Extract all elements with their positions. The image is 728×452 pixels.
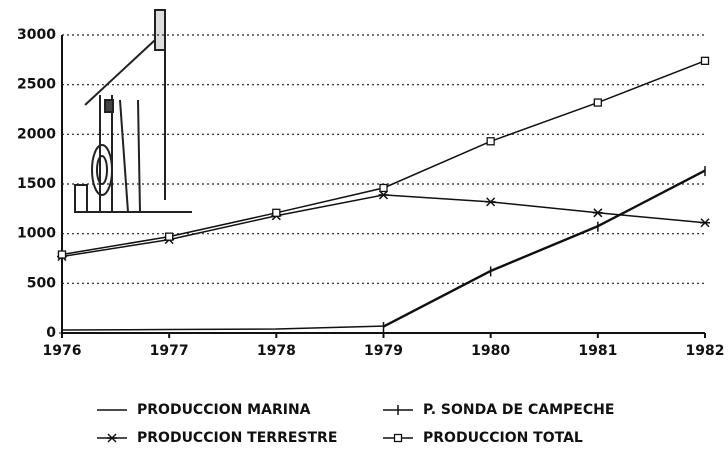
marker	[380, 184, 387, 191]
oil-pump-illustration	[75, 10, 192, 212]
y-tick-label: 1500	[17, 176, 56, 192]
x-tick-label: 1980	[471, 343, 510, 359]
x-tick-label: 1979	[364, 343, 403, 359]
y-tick-label: 0	[46, 325, 56, 341]
marker	[166, 233, 173, 240]
y-tick-label: 500	[27, 275, 56, 291]
x-tick-label: 1982	[686, 343, 725, 359]
marker	[702, 57, 709, 64]
marker	[487, 138, 494, 145]
x-tick-label: 1978	[257, 343, 296, 359]
legend-label: P. SONDA DE CAMPECHE	[423, 402, 614, 418]
marker	[379, 191, 389, 199]
y-tick-label: 1000	[17, 226, 56, 242]
x-tick-label: 1976	[43, 343, 82, 359]
y-tick-label: 2000	[17, 126, 56, 142]
marker	[59, 251, 66, 258]
series-line	[62, 195, 705, 257]
y-tick-label: 3000	[17, 27, 56, 43]
marker	[700, 219, 710, 227]
y-tick-label: 2500	[17, 77, 56, 93]
legend-label: PRODUCCION TERRESTRE	[137, 430, 337, 446]
x-tick-label: 1977	[150, 343, 189, 359]
marker	[486, 198, 496, 206]
marker	[594, 99, 601, 106]
series-line	[62, 61, 705, 255]
legend-label: PRODUCCION MARINA	[137, 402, 311, 418]
marker	[273, 209, 280, 216]
marker	[593, 209, 603, 217]
legend-label: PRODUCCION TOTAL	[423, 430, 583, 446]
chart: 0 500 1000 1500 2000 2500 3000 1976 1977 1978 1979…	[0, 0, 728, 452]
x-tick-label: 1981	[578, 343, 617, 359]
marker	[395, 435, 402, 442]
marker	[107, 434, 117, 442]
